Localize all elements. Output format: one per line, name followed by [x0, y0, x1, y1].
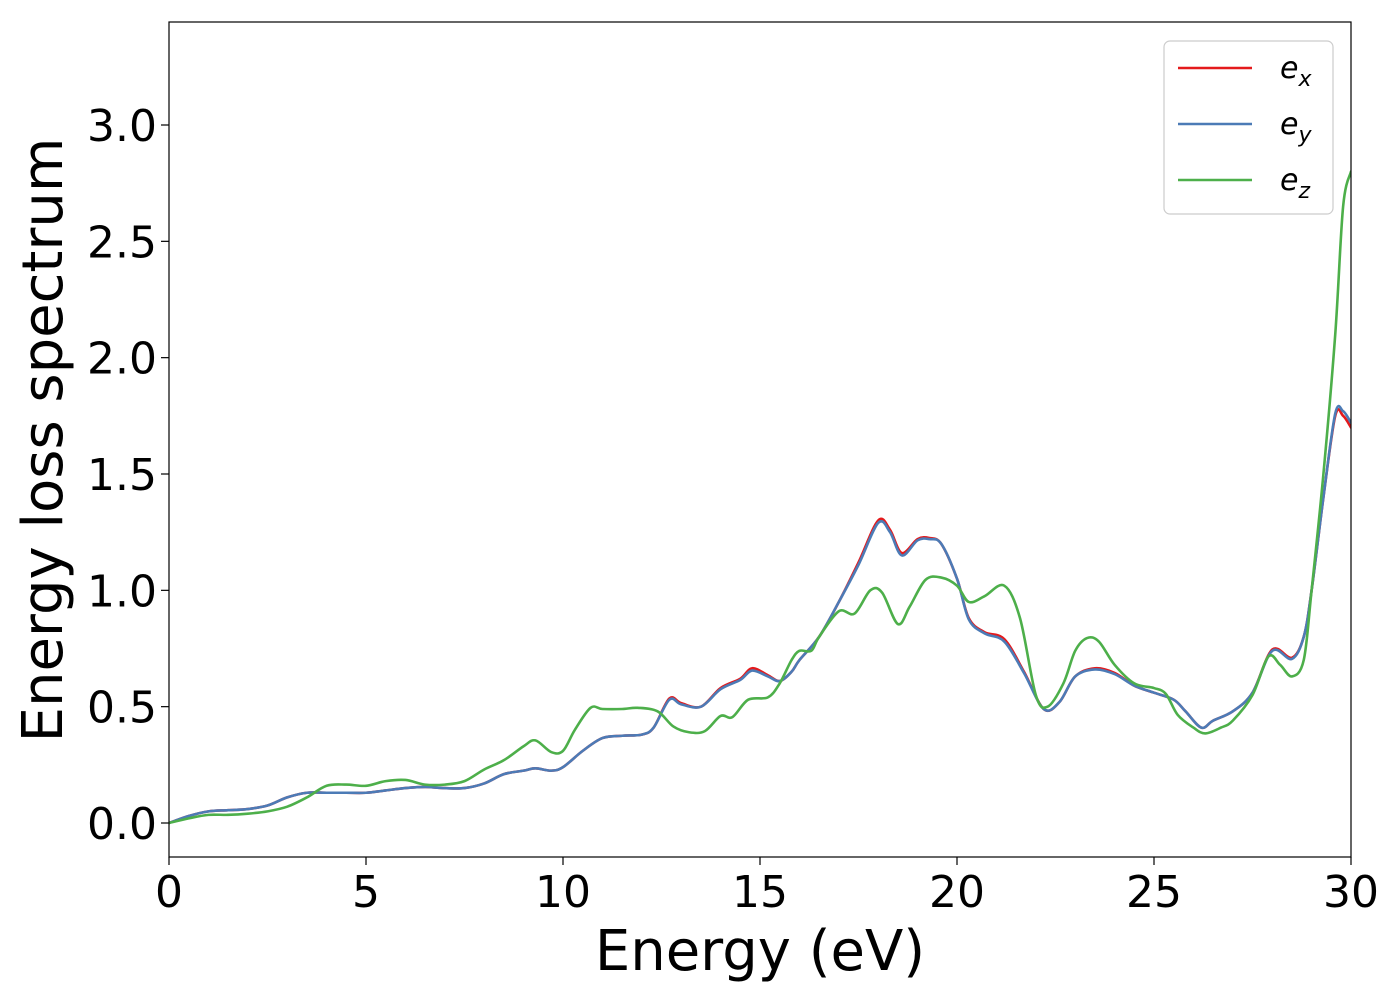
legend-box: [1163, 40, 1334, 215]
y-tick-label: 1.0: [87, 566, 157, 617]
y-axis-label: Energy loss spectrum: [11, 138, 76, 743]
x-tick-label: 15: [732, 867, 788, 918]
y-tick-label: 0.0: [87, 799, 157, 850]
legend-label-y: ey: [1280, 107, 1312, 148]
y-axis: 0.0 0.5 1.0 1.5 2.0 2.5 3.0: [87, 101, 169, 850]
x-axis-label: Energy (eV): [595, 919, 925, 984]
series-line-z: [169, 170, 1351, 825]
x-tick-label: 20: [929, 867, 985, 918]
legend-label-z: ez: [1280, 163, 1310, 204]
y-tick-label: 3.0: [87, 101, 157, 152]
plot-area: [168, 21, 1352, 858]
series-layer: [169, 170, 1351, 825]
x-tick-label: 5: [352, 867, 380, 918]
x-tick-label: 25: [1126, 867, 1182, 918]
series-line-y: [169, 404, 1351, 825]
y-tick-label: 2.0: [87, 334, 157, 385]
y-tick-label: 0.5: [87, 683, 157, 734]
y-tick-label: 2.5: [87, 217, 157, 268]
legend: ex ey ez: [1163, 40, 1334, 215]
legend-label-x: ex: [1280, 51, 1312, 92]
x-axis: 0 5 10 15 20 25 30: [155, 857, 1379, 918]
x-tick-label: 0: [155, 867, 183, 918]
y-tick-label: 1.5: [87, 450, 157, 501]
x-tick-label: 30: [1323, 867, 1379, 918]
x-tick-label: 10: [535, 867, 591, 918]
